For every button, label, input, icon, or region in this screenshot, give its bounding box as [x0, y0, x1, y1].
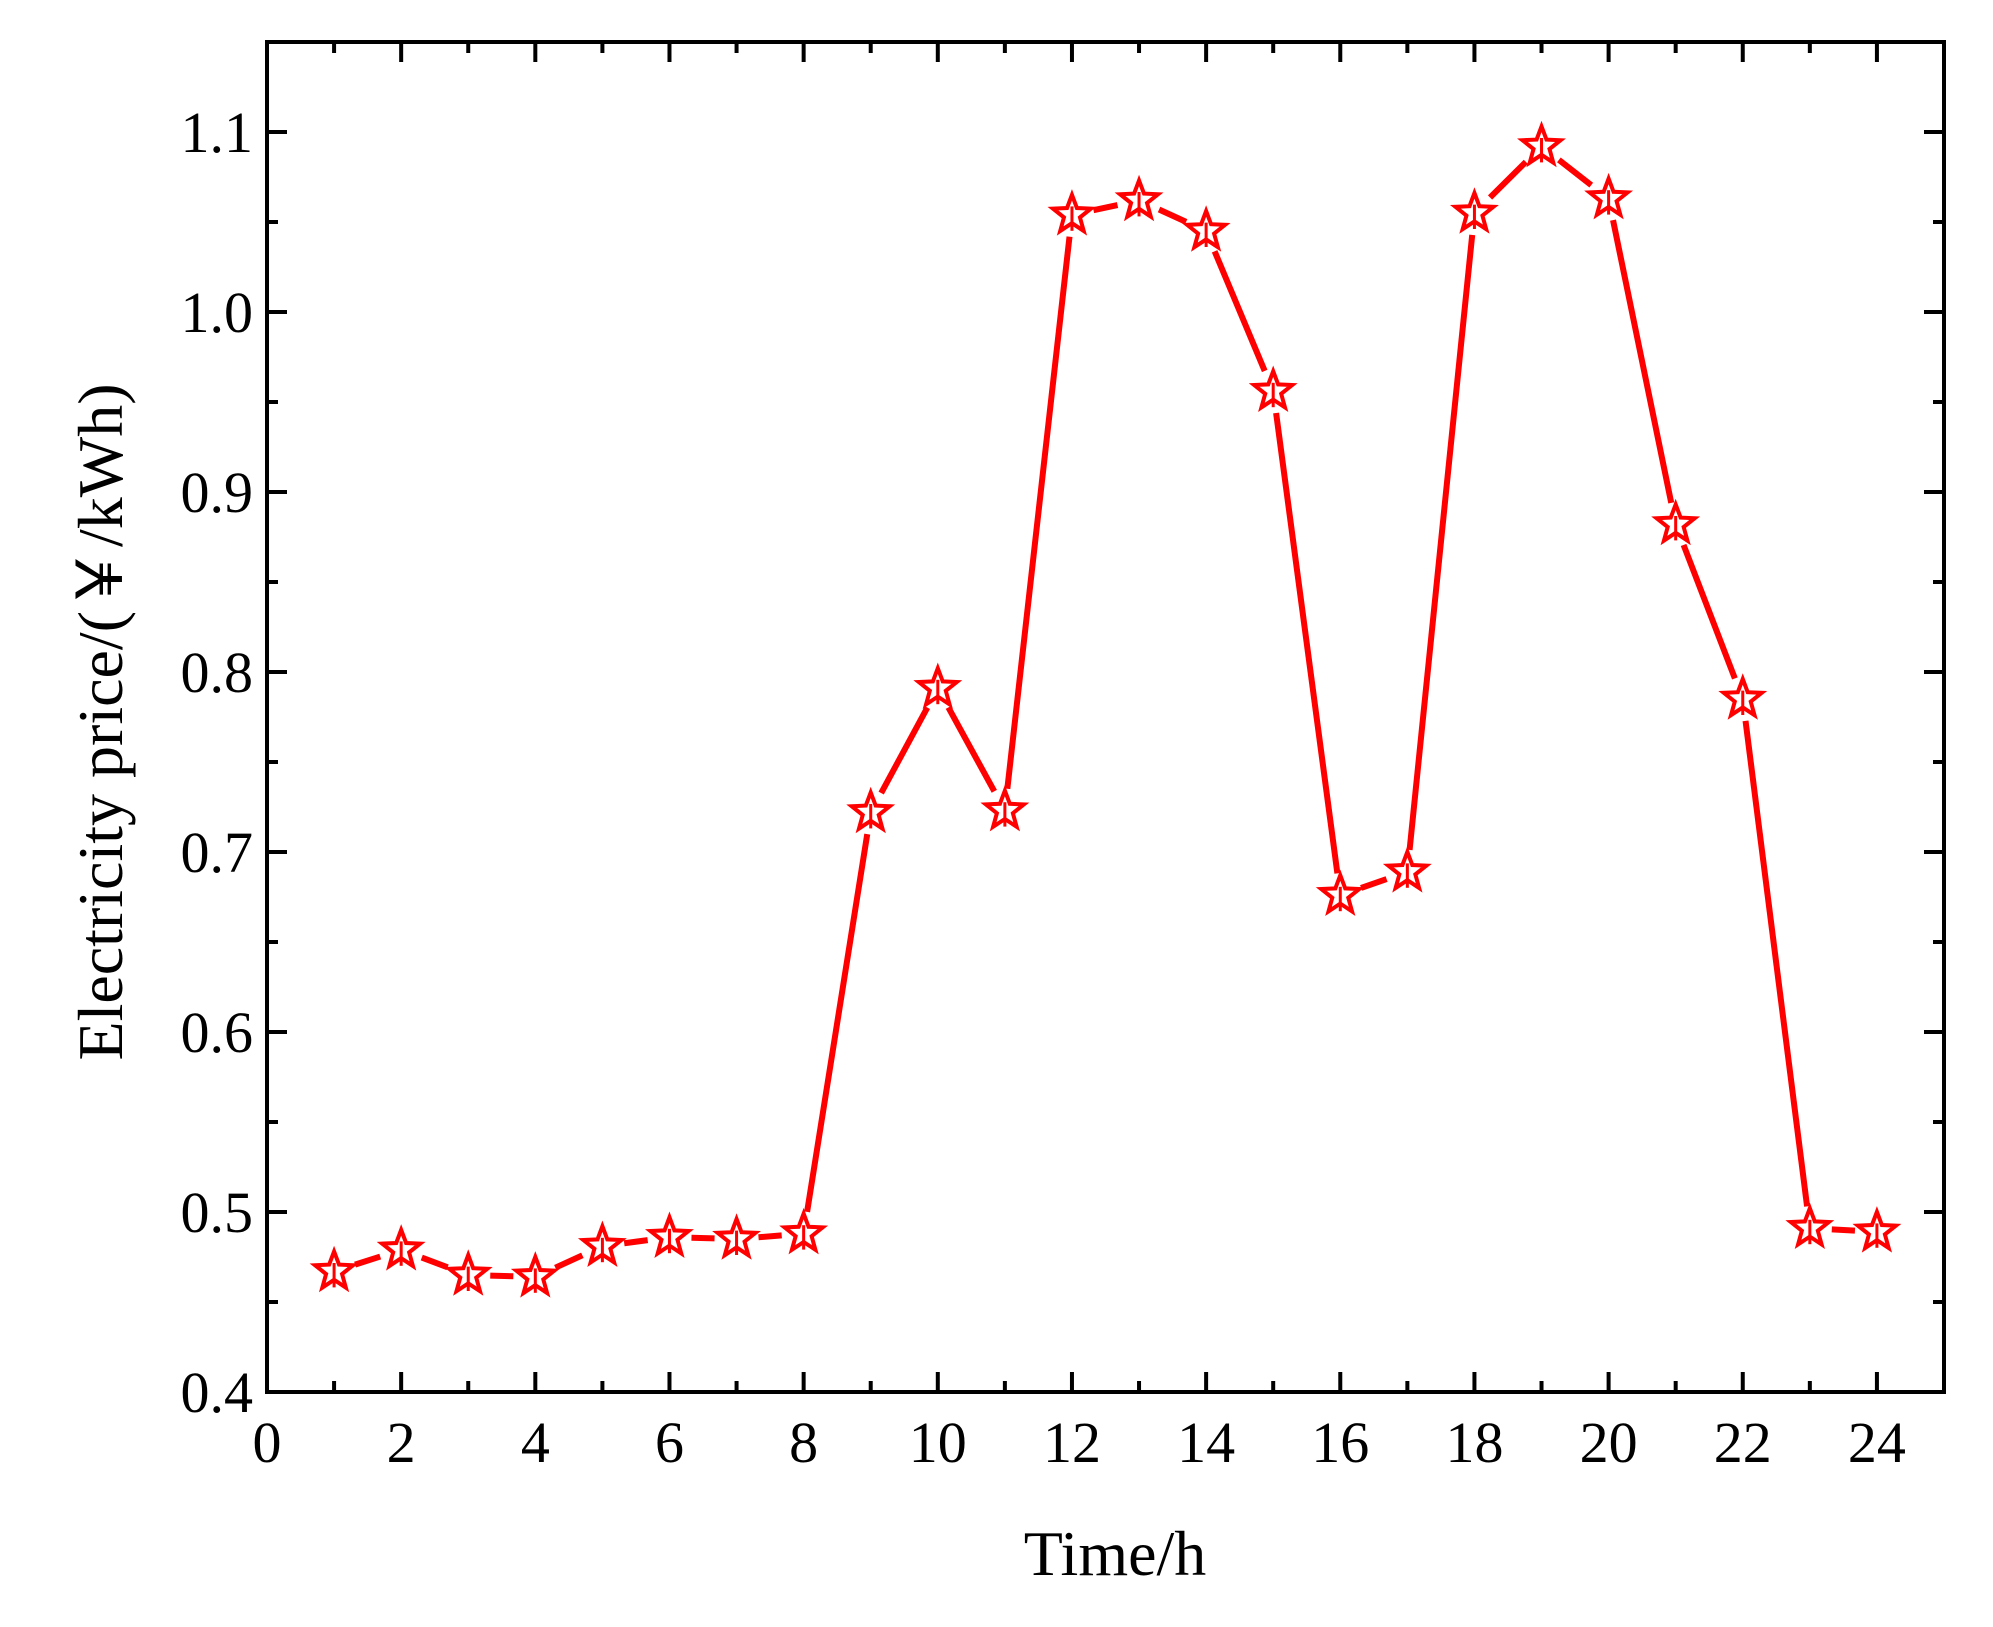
series-line-segment — [1092, 202, 1119, 214]
series-line-segment — [1360, 876, 1388, 891]
series-line-segment — [623, 1237, 649, 1247]
y-axis-label: Electricity price/(￥/kWh) — [65, 383, 136, 1060]
x-tick-label: 2 — [387, 1410, 416, 1475]
series-line-segment — [490, 1272, 514, 1280]
series-line-segment — [554, 1252, 584, 1271]
series-line-segment — [691, 1234, 715, 1242]
series-line-segment — [804, 833, 871, 1213]
x-tick-label: 22 — [1714, 1410, 1772, 1475]
series-line-segment — [1211, 250, 1268, 373]
series-line-segment — [1004, 236, 1073, 790]
x-tick-label: 8 — [789, 1410, 818, 1475]
x-tick-label: 16 — [1311, 1410, 1369, 1475]
x-tick-label: 0 — [253, 1410, 282, 1475]
x-tick-label: 12 — [1043, 1410, 1101, 1475]
series-line-segment — [1557, 157, 1594, 188]
y-tick-label: 0.4 — [181, 1360, 254, 1425]
x-tick-label: 24 — [1848, 1410, 1906, 1475]
x-tick-label: 20 — [1580, 1410, 1638, 1475]
series-line-segment — [1487, 159, 1529, 200]
series-layer — [309, 120, 1902, 1298]
y-tick-label: 1.1 — [181, 100, 254, 165]
series-line-segment — [878, 706, 930, 795]
series-line-segment — [1831, 1226, 1856, 1234]
y-tick-label: 0.7 — [181, 820, 254, 885]
y-tick-label: 0.5 — [181, 1180, 254, 1245]
x-tick-label: 14 — [1177, 1410, 1235, 1475]
series-line-segment — [1742, 720, 1811, 1207]
x-tick-label: 18 — [1445, 1410, 1503, 1475]
series-line-segment — [1680, 543, 1738, 680]
series-line-segment — [354, 1253, 382, 1268]
y-tick-label: 0.9 — [181, 460, 254, 525]
y-tick-label: 0.8 — [181, 640, 254, 705]
series-line-segment — [1273, 412, 1341, 874]
y-tick-label: 1.0 — [181, 280, 254, 345]
tick-labels-layer: 0 2 4 6 8 10 12 14 16 18 20 22 240.40.50.60.70.80.91… — [181, 100, 1906, 1475]
x-tick-label: 6 — [655, 1410, 684, 1475]
x-tick-label: 4 — [521, 1410, 550, 1475]
plot-frame — [265, 40, 1946, 1394]
series-line-segment — [1157, 206, 1188, 225]
series-line-segment — [420, 1254, 449, 1271]
series-line-segment — [1610, 219, 1675, 504]
axes-layer — [265, 40, 1946, 1394]
series-line-segment — [758, 1232, 782, 1241]
series-line-segment — [1406, 234, 1476, 851]
x-tick-label: 10 — [909, 1410, 967, 1475]
series-line-segment — [945, 706, 997, 793]
y-tick-label: 0.6 — [181, 1000, 254, 1065]
x-axis-label: Time/h — [1024, 1518, 1207, 1589]
